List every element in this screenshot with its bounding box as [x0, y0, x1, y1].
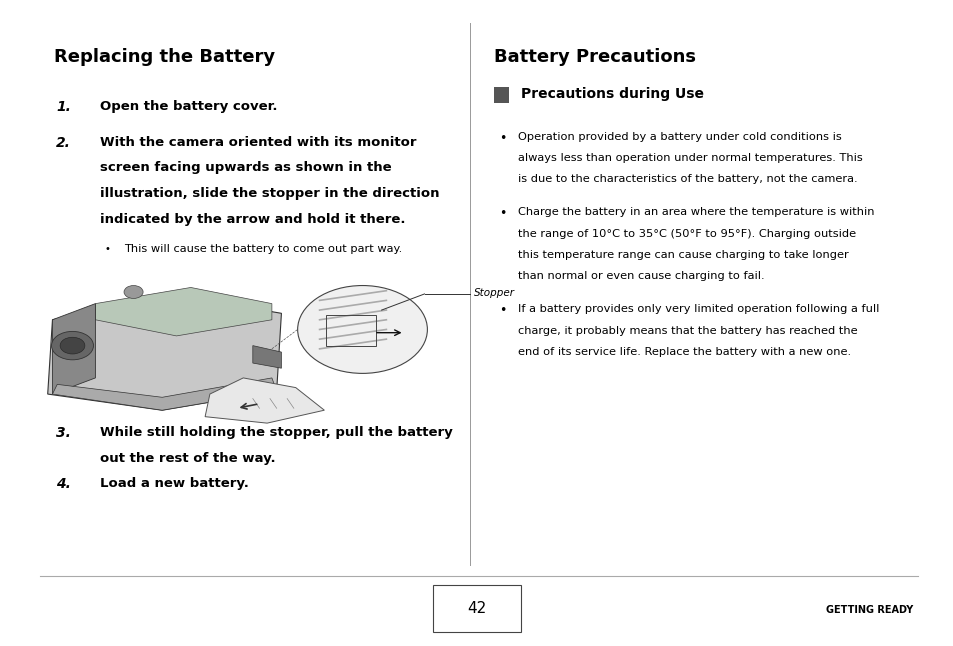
Text: Stopper: Stopper — [474, 287, 515, 298]
Text: Battery Precautions: Battery Precautions — [494, 48, 696, 67]
Text: Replacing the Battery: Replacing the Battery — [54, 48, 275, 67]
Polygon shape — [205, 378, 324, 423]
Polygon shape — [253, 346, 281, 368]
Text: GETTING READY: GETTING READY — [825, 605, 912, 616]
Circle shape — [60, 337, 85, 354]
Polygon shape — [52, 378, 276, 410]
Text: 1.: 1. — [56, 100, 71, 114]
Text: Charge the battery in an area where the temperature is within: Charge the battery in an area where the … — [517, 207, 874, 217]
Text: always less than operation under normal temperatures. This: always less than operation under normal … — [517, 153, 862, 163]
Text: If a battery provides only very limited operation following a full: If a battery provides only very limited … — [517, 304, 879, 314]
Text: the range of 10°C to 35°C (50°F to 95°F). Charging outside: the range of 10°C to 35°C (50°F to 95°F)… — [517, 229, 855, 238]
Polygon shape — [52, 304, 95, 394]
Text: 3.: 3. — [56, 426, 71, 441]
Text: 2.: 2. — [56, 136, 71, 150]
Text: 42: 42 — [467, 601, 486, 616]
Text: Open the battery cover.: Open the battery cover. — [100, 100, 277, 113]
Polygon shape — [48, 294, 281, 410]
Text: 4.: 4. — [56, 477, 71, 491]
Polygon shape — [95, 287, 272, 336]
Text: This will cause the battery to come out part way.: This will cause the battery to come out … — [124, 244, 402, 254]
Text: •: • — [498, 132, 506, 145]
Text: screen facing upwards as shown in the: screen facing upwards as shown in the — [100, 162, 392, 174]
Text: •: • — [498, 304, 506, 317]
Text: Precautions during Use: Precautions during Use — [520, 87, 703, 101]
Text: •: • — [498, 207, 506, 220]
Text: end of its service life. Replace the battery with a new one.: end of its service life. Replace the bat… — [517, 347, 850, 357]
Text: than normal or even cause charging to fail.: than normal or even cause charging to fa… — [517, 271, 764, 281]
Text: this temperature range can cause charging to take longer: this temperature range can cause chargin… — [517, 250, 848, 260]
Text: is due to the characteristics of the battery, not the camera.: is due to the characteristics of the bat… — [517, 174, 857, 184]
Circle shape — [51, 331, 93, 360]
Text: out the rest of the way.: out the rest of the way. — [100, 452, 275, 465]
Circle shape — [297, 286, 427, 373]
Circle shape — [124, 286, 143, 298]
Text: illustration, slide the stopper in the direction: illustration, slide the stopper in the d… — [100, 187, 439, 200]
Text: While still holding the stopper, pull the battery: While still holding the stopper, pull th… — [100, 426, 453, 439]
Text: Operation provided by a battery under cold conditions is: Operation provided by a battery under co… — [517, 132, 841, 141]
FancyBboxPatch shape — [433, 585, 520, 632]
Text: charge, it probably means that the battery has reached the: charge, it probably means that the batte… — [517, 326, 857, 335]
Text: indicated by the arrow and hold it there.: indicated by the arrow and hold it there… — [100, 213, 405, 226]
Text: Load a new battery.: Load a new battery. — [100, 477, 249, 490]
FancyBboxPatch shape — [494, 87, 509, 103]
Text: With the camera oriented with its monitor: With the camera oriented with its monito… — [100, 136, 416, 149]
Text: •: • — [105, 244, 111, 254]
